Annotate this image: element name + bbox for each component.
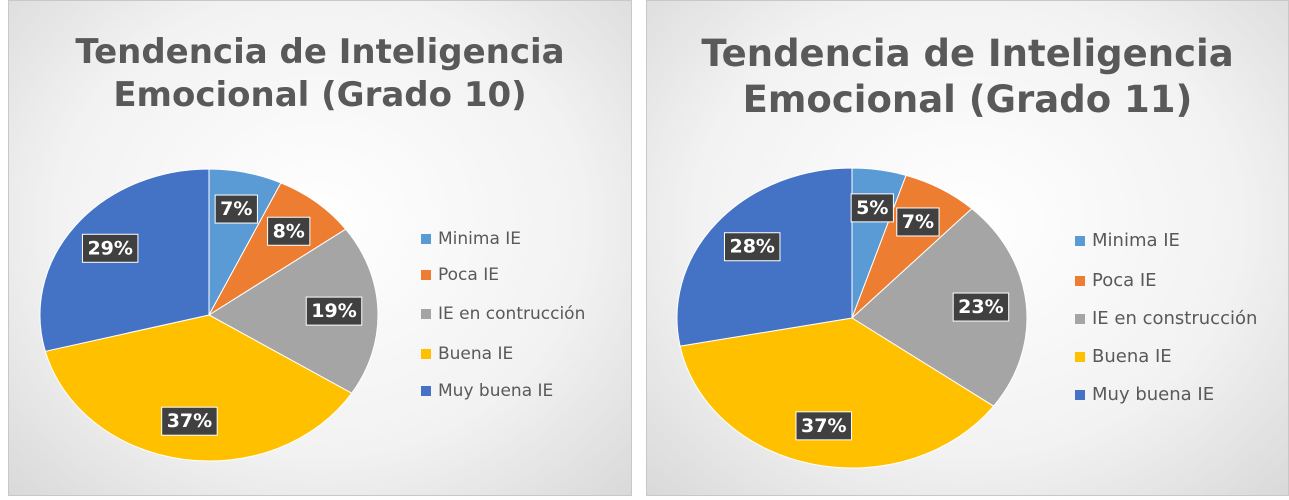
data-label: 7% <box>220 198 252 220</box>
legend-label: IE en construcción <box>1092 308 1257 329</box>
chart-panel: Tendencia de Inteligencia Emocional (Gra… <box>8 0 632 496</box>
data-label-box <box>795 411 852 441</box>
data-label: 8% <box>273 220 305 242</box>
legend-label: Muy buena IE <box>438 381 553 401</box>
legend-swatch <box>421 270 431 280</box>
legend-label: Minima IE <box>438 229 521 249</box>
legend-swatch <box>1075 390 1085 400</box>
data-label: 29% <box>87 237 132 259</box>
data-label-box <box>267 216 311 246</box>
legend-swatch <box>421 386 431 396</box>
legend-swatch <box>421 234 431 244</box>
legend-swatch <box>421 349 431 359</box>
data-label-box <box>81 233 139 263</box>
legend-label: Buena IE <box>438 344 513 364</box>
data-label-box <box>161 406 218 436</box>
data-label-box <box>952 292 1010 322</box>
data-label-box <box>214 194 258 224</box>
pie-slice <box>679 317 995 469</box>
legend-label: IE en contrucción <box>438 304 585 324</box>
chart-panel: Tendencia de Inteligencia Emocional (Gra… <box>646 0 1289 496</box>
legend-label: Muy buena IE <box>1092 384 1214 405</box>
data-label: 7% <box>902 211 934 233</box>
data-label: 28% <box>729 236 774 258</box>
data-label: 23% <box>958 296 1003 318</box>
legend-swatch <box>1075 314 1085 324</box>
legend-label: Poca IE <box>1092 270 1157 291</box>
chart-title: Tendencia de Inteligencia Emocional (Gra… <box>75 32 565 115</box>
legend-label: Buena IE <box>1092 346 1172 367</box>
pie-slice <box>851 207 1028 407</box>
data-label: 19% <box>311 300 356 322</box>
data-label-box <box>896 207 940 237</box>
data-label: 5% <box>856 197 888 219</box>
chart: 5% 7% 23% 37% 28% Minima IE Poca IE IE en const… <box>676 167 1257 469</box>
data-label-box <box>850 193 894 223</box>
legend-swatch <box>421 309 431 319</box>
legend-swatch <box>1075 276 1085 286</box>
data-label: 37% <box>801 415 846 437</box>
legend-label: Minima IE <box>1092 230 1180 251</box>
data-label: 37% <box>167 410 212 432</box>
chart: 7% 8% 19% 37% 29% Minima IE Poca IE IE en contr… <box>39 168 585 462</box>
legend-swatch <box>1075 236 1085 246</box>
pie-slice <box>208 228 379 394</box>
legend-label: Poca IE <box>438 265 499 285</box>
data-label-box <box>723 232 781 262</box>
legend-swatch <box>1075 352 1085 362</box>
data-label-box <box>305 296 363 326</box>
chart-title: Tendencia de Inteligencia Emocional (Gra… <box>701 32 1234 122</box>
pie-slice <box>44 314 353 462</box>
